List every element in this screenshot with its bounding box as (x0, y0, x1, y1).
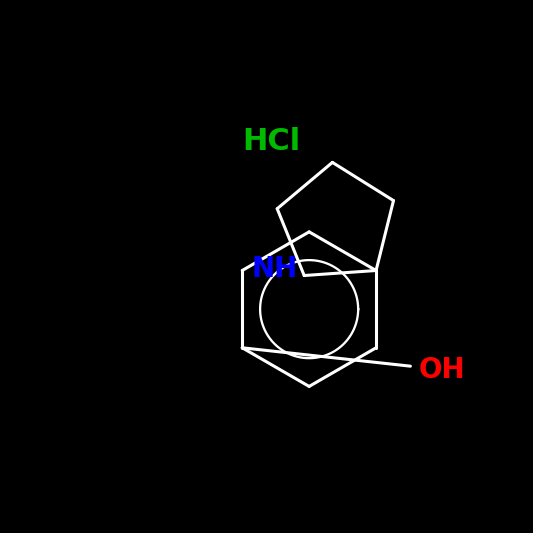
Text: OH: OH (418, 357, 465, 384)
Text: NH: NH (252, 255, 298, 283)
Text: HCl: HCl (243, 127, 301, 156)
